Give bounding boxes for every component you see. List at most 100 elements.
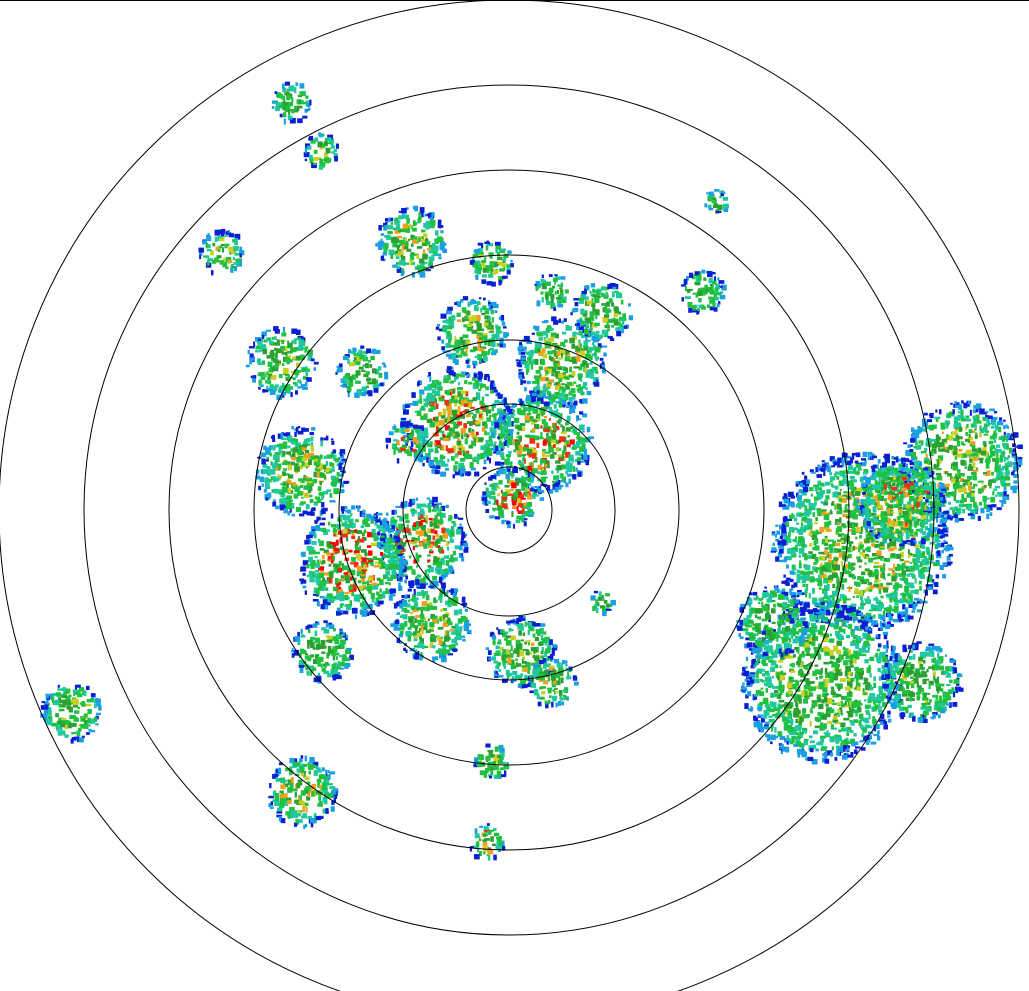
echo-pixel [439, 508, 442, 515]
echo-pixel [452, 358, 457, 364]
echo-pixel [860, 487, 866, 491]
echo-cell [570, 283, 633, 343]
echo-pixel [487, 830, 492, 835]
echo-pixel [422, 249, 425, 255]
echo-pixel [419, 214, 422, 219]
precipitation-echoes [40, 81, 1023, 861]
echo-pixel [576, 436, 582, 440]
echo-pixel [420, 236, 424, 242]
echo-pixel [398, 525, 404, 531]
echo-pixel [330, 139, 334, 146]
echo-pixel [503, 663, 506, 670]
echo-pixel [271, 462, 277, 468]
echo-pixel [538, 413, 541, 416]
echo-pixel [399, 516, 404, 522]
echo-pixel [585, 372, 592, 378]
echo-pixel [439, 446, 443, 451]
echo-pixel [417, 246, 423, 249]
echo-pixel [510, 664, 514, 670]
echo-pixel [545, 370, 549, 375]
echo-pixel [595, 316, 598, 320]
echo-pixel [502, 761, 506, 764]
echo-pixel [523, 335, 530, 342]
echo-pixel [545, 454, 551, 457]
echo-pixel [480, 372, 483, 377]
echo-pixel [534, 647, 537, 653]
echo-pixel [466, 374, 471, 377]
echo-pixel [409, 622, 415, 628]
echo-pixel [461, 307, 467, 312]
echo-pixel [494, 413, 499, 416]
echo-pixel [323, 629, 330, 634]
echo-pixel [467, 316, 473, 322]
echo-pixel [331, 483, 336, 486]
echo-pixel [583, 454, 588, 460]
echo-pixel [317, 538, 321, 544]
echo-pixel [221, 235, 225, 238]
echo-pixel [376, 591, 380, 596]
echo-pixel [323, 788, 326, 793]
echo-pixel [264, 494, 268, 500]
echo-pixel [405, 528, 411, 533]
echo-pixel [551, 343, 558, 346]
echo-pixel [534, 325, 540, 331]
echo-pixel [289, 766, 293, 770]
echo-pixel [296, 337, 301, 340]
echo-pixel [304, 462, 311, 468]
echo-pixel [544, 342, 551, 349]
echo-pixel [344, 657, 351, 662]
echo-pixel [305, 466, 308, 469]
echo-pixel [331, 595, 335, 602]
echo-pixel [459, 458, 466, 462]
echo-pixel [527, 502, 532, 507]
echo-pixel [402, 270, 405, 275]
echo-pixel [489, 768, 495, 771]
echo-pixel [359, 593, 365, 600]
echo-pixel [491, 635, 497, 640]
echo-pixel [435, 326, 440, 330]
echo-pixel [545, 328, 550, 333]
echo-pixel [486, 451, 493, 456]
echo-pixel [525, 640, 531, 643]
echo-pixel [518, 435, 522, 442]
echo-pixel [391, 569, 396, 575]
echo-pixel [543, 664, 547, 669]
echo-pixel [594, 346, 601, 353]
echo-pixel [528, 405, 533, 411]
echo-pixel [488, 273, 494, 278]
echo-pixel [482, 333, 488, 336]
echo-pixel [313, 770, 318, 776]
echo-pixel [334, 454, 337, 457]
echo-pixel [347, 568, 351, 573]
echo-pixel [463, 318, 469, 321]
echo-pixel [274, 343, 280, 346]
echo-pixel [589, 315, 595, 321]
echo-pixel [605, 291, 608, 297]
echo-pixel [402, 602, 408, 608]
echo-pixel [572, 676, 578, 681]
echo-pixel [530, 647, 536, 652]
echo-pixel [433, 247, 439, 253]
echo-pixel [327, 142, 332, 145]
echo-pixel [310, 436, 314, 442]
echo-pixel [421, 229, 426, 233]
echo-pixel [278, 447, 281, 453]
echo-pixel [580, 293, 586, 299]
echo-pixel [421, 524, 426, 531]
echo-pixel [297, 430, 304, 435]
echo-pixel [565, 427, 571, 432]
echo-pixel [592, 344, 596, 351]
echo-pixel [582, 437, 588, 443]
echo-pixel [514, 648, 520, 654]
echo-pixel [339, 546, 345, 551]
echo-pixel [465, 347, 468, 354]
echo-pixel [469, 846, 472, 852]
echo-pixel [454, 471, 460, 476]
echo-cell [255, 426, 350, 517]
echo-pixel [507, 443, 510, 448]
echo-pixel [326, 791, 329, 798]
echo-pixel [65, 696, 71, 701]
echo-pixel [562, 426, 565, 432]
echo-pixel [564, 393, 569, 398]
echo-pixel [557, 284, 563, 287]
